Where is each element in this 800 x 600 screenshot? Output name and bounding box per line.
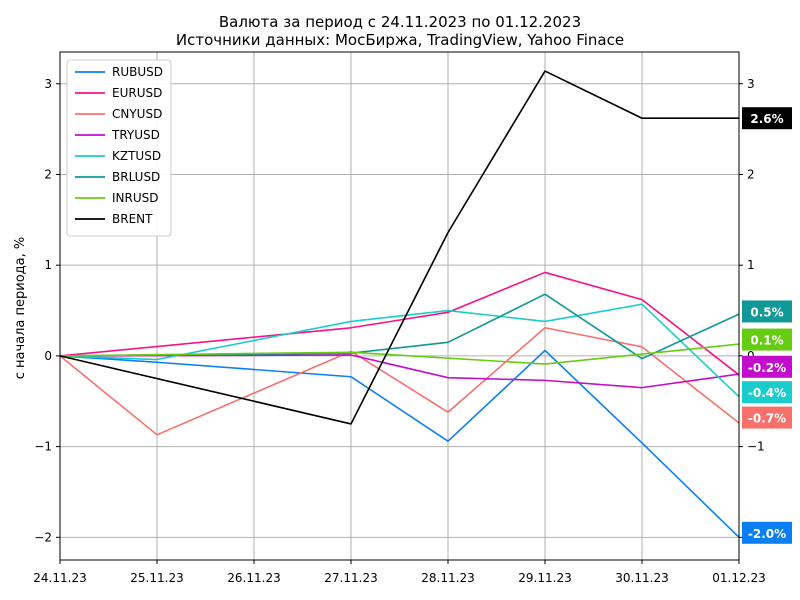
end-label: -0.2%: [748, 361, 786, 375]
x-tick-label: 30.11.23: [615, 571, 668, 585]
y-axis-label: с начала периода, %: [13, 237, 28, 380]
legend-entry: EURUSD: [112, 86, 162, 100]
y-tick-label-right: 1: [747, 258, 755, 272]
end-labels: 2.6% 0.5% 0.1% -0.2% -0.4% -0.7% -2.0%: [742, 107, 792, 544]
x-tick-label: 24.11.23: [33, 571, 86, 585]
y-tick-label-right: 2: [747, 167, 755, 181]
x-tick-label: 01.12.23: [712, 571, 765, 585]
legend-entry: INRUSD: [112, 191, 159, 205]
end-label-box: [742, 406, 792, 429]
series-line-eurusd: [59, 271, 740, 376]
legend: RUBUSD EURUSD CNYUSD TRYUSD KZTUSD BRLUSD INRU…: [66, 59, 172, 237]
end-label: -0.4%: [748, 386, 786, 400]
legend-entry: KZTUSD: [112, 149, 161, 163]
end-label: -0.7%: [748, 412, 786, 426]
series-line-tryusd: [59, 354, 740, 389]
end-label-box: [742, 355, 792, 378]
legend-box: [66, 59, 172, 237]
end-label-box: [742, 381, 792, 404]
end-label: -2.0%: [748, 527, 786, 541]
end-label-box: [742, 521, 792, 544]
end-label: 0.5%: [750, 305, 783, 319]
end-label-box: [742, 300, 792, 323]
legend-entry: BRENT: [112, 212, 153, 226]
series-line-brent: [59, 70, 739, 425]
end-label: 0.1%: [750, 334, 783, 348]
end-label-box: [742, 107, 792, 130]
legend-entry: TRYUSD: [111, 128, 160, 142]
chart-title: Валюта за период с 24.11.2023 по 01.12.2…: [219, 13, 581, 31]
series-line-brlusd: [59, 293, 740, 360]
series-line-rubusd: [59, 349, 740, 538]
end-label: 2.6%: [750, 112, 783, 126]
y-tick-label-left: 1: [44, 258, 52, 272]
series-line-inrusd: [59, 343, 740, 365]
x-tick-label: 26.11.23: [227, 571, 280, 585]
chart-subtitle: Источники данных: МосБиржа, TradingView,…: [176, 31, 624, 49]
y-tick-label-right: 3: [747, 77, 755, 91]
series-line-kztusd: [59, 303, 740, 398]
legend-entry: CNYUSD: [112, 107, 162, 121]
end-label-box: [742, 328, 792, 351]
y-tick-label-left: 3: [44, 77, 52, 91]
axis-ticks: 24.11.23 25.11.23 26.11.23 27.11.23 28.11.23…: [33, 77, 765, 585]
plot-frame: [59, 51, 740, 561]
y-tick-label-left: −2: [34, 530, 52, 544]
x-tick-label: 29.11.23: [518, 571, 571, 585]
y-tick-label-left: 2: [44, 167, 52, 181]
series-lines: [59, 70, 740, 538]
y-tick-label-left: −1: [34, 440, 52, 454]
x-tick-label: 25.11.23: [130, 571, 183, 585]
legend-entry: RUBUSD: [112, 65, 163, 79]
legend-entry: BRLUSD: [112, 170, 160, 184]
y-tick-label-right: −1: [747, 440, 765, 454]
x-tick-label: 28.11.23: [421, 571, 474, 585]
y-tick-label-left: 0: [44, 349, 52, 363]
series-line-cnyusd: [59, 326, 740, 436]
x-tick-label: 27.11.23: [324, 571, 377, 585]
